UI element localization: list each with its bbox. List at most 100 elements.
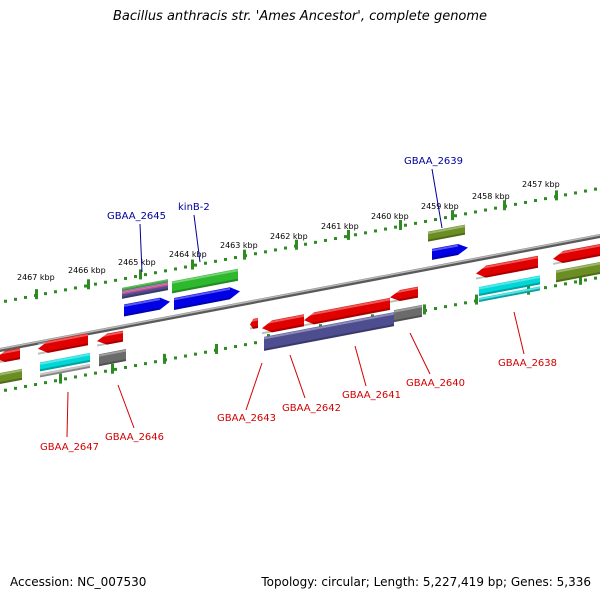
ruler-top-dot — [324, 238, 327, 242]
feature-kinb-2-green-shade — [171, 278, 239, 294]
feature-gbaa-2645-pink-shine — [121, 283, 169, 295]
ruler-top-tick — [399, 220, 402, 230]
gene-label: GBAA_2639 — [404, 156, 463, 167]
ruler-bottom-dot — [84, 373, 87, 377]
feature-gbaa-2646-red — [96, 330, 124, 347]
feature-gbaa-2640-gray-shade — [393, 314, 423, 323]
ruler-label: 2459 kbp — [421, 202, 459, 211]
ruler-forward — [4, 187, 597, 303]
feature-gbaa-2647-gray-shade — [39, 365, 91, 378]
ruler-top-dot — [64, 288, 67, 292]
feature-gbaa-2643-red-shade — [249, 325, 259, 330]
feature-gbaa-2647-cyan-shine — [39, 353, 91, 365]
feature-gbaa-2641-slate-shade — [263, 324, 395, 351]
ruler-bottom-dot — [454, 303, 457, 307]
feature-gbaa-2641-slate — [263, 312, 395, 351]
feature-gbaa-2645-blue — [123, 297, 170, 317]
ruler-top-dot — [444, 216, 447, 220]
feature-right-red-body — [553, 244, 600, 264]
feature-gbaa-2640-red-shade — [389, 295, 419, 303]
feature-kinb-2-blue — [173, 287, 240, 310]
ruler-top-dot — [534, 199, 537, 203]
feature-gbaa-2646-gray-body — [99, 349, 126, 367]
feature-gbaa-2643-red-body — [250, 317, 258, 329]
feature-gbaa-2641-red-shine — [303, 298, 391, 317]
ruler-top-dot — [514, 202, 517, 206]
ruler-bottom-dot — [114, 367, 117, 371]
feature-gbaa-2641-red-body — [304, 297, 390, 325]
feature-gbaa-2641-red-shade — [303, 307, 391, 327]
ruler-bottom-dot — [184, 354, 187, 358]
feature-gbaa-2643-red-shine — [249, 318, 259, 322]
feature-gbaa-2638-cyan-body — [479, 275, 540, 296]
feature-gbaa-2647-gray-body — [40, 363, 90, 378]
ruler-top-dot — [354, 233, 357, 237]
feature-gbaa-2638-cyan2 — [478, 286, 541, 302]
feature-gbaa-2645-blue-shade — [123, 307, 161, 317]
ruler-top-dot — [364, 231, 367, 235]
feature-gbaa-2647-red-body — [38, 333, 88, 353]
feature-right-red-shine — [552, 244, 600, 256]
ruler-top-dot — [104, 280, 107, 284]
gene-label: GBAA_2640 — [406, 378, 465, 389]
feature-gbaa-2642-red-shine — [261, 314, 305, 325]
ruler-bottom-dot — [94, 371, 97, 375]
feature-gbaa-2646-red-body — [97, 330, 123, 345]
ruler-bottom-dot — [234, 345, 237, 349]
feature-gbaa-2638-red-shade — [475, 265, 539, 280]
feature-gbaa-2642-red-body — [262, 314, 304, 333]
gene-leader-line — [409, 332, 431, 375]
ruler-top-dot — [224, 257, 227, 261]
ruler-bottom-dot — [4, 388, 7, 392]
ruler-bottom-dot — [254, 341, 257, 345]
feature-gbaa-2641-red — [303, 297, 391, 327]
feature-right-olive-body — [556, 261, 600, 283]
feature-right-olive — [555, 261, 600, 283]
ruler-bottom-tick — [215, 343, 218, 354]
ruler-label: 2464 kbp — [169, 250, 207, 259]
ruler-top-dot — [434, 218, 437, 222]
ruler-top-dot — [544, 197, 547, 201]
ruler-label: 2458 kbp — [472, 192, 510, 201]
gene-label: GBAA_2642 — [282, 403, 341, 414]
ruler-top-dot — [144, 273, 147, 277]
ruler-labels: 2467 kbp 2466 kbp 2465 kbp 2464 kbp 2463 kbp… — [17, 180, 560, 282]
ruler-bottom-dot — [544, 286, 547, 290]
feature-gbaa-2640-red-shine — [389, 287, 419, 295]
ruler-bottom-dot — [14, 386, 17, 390]
feature-gbaa-2638-cyan2-shade — [478, 288, 541, 302]
ruler-top-dot — [164, 269, 167, 273]
ruler-bottom-dot — [64, 377, 67, 381]
feature-gbaa-2638-cyan — [478, 275, 541, 296]
ruler-top-dot — [344, 235, 347, 239]
ruler-top-dot — [114, 278, 117, 282]
gene-leader-line — [66, 391, 69, 438]
ruler-bottom-dot — [124, 365, 127, 369]
ruler-bottom-dot — [444, 305, 447, 309]
ruler-top-dot — [524, 200, 527, 204]
gene-leader-line — [431, 168, 443, 229]
feature-gbaa-2638-cyan2-shine — [478, 286, 541, 301]
feature-gbaa-2645-pink-shade — [121, 284, 169, 295]
ruler-top-dot — [464, 212, 467, 216]
feature-gbaa-2647-red-shade — [37, 343, 89, 355]
ruler-top-dot — [384, 227, 387, 231]
ruler-bottom-tick — [423, 304, 426, 315]
ruler-top-dot — [584, 189, 587, 193]
ruler-bottom-dot — [584, 278, 587, 282]
ruler-top-dot — [284, 246, 287, 250]
ruler-top-dot — [414, 221, 417, 225]
feature-gbaa-2646-gray-shine — [98, 349, 127, 357]
ruler-top-dot — [154, 271, 157, 275]
ruler-bottom-dot — [174, 356, 177, 360]
feature-gbaa-2646-red-shine — [96, 331, 124, 339]
ruler-top-dot — [314, 240, 317, 244]
ruler-bottom-tick — [579, 274, 582, 285]
ruler-top-dot — [44, 292, 47, 296]
map-title: Bacillus anthracis str. 'Ames Ancestor',… — [112, 9, 488, 24]
ruler-bottom-dot — [74, 375, 77, 379]
feature-left-olive-shade — [0, 377, 23, 385]
ruler-top-tick — [191, 259, 194, 270]
ruler-bottom-dot — [104, 369, 107, 373]
ruler-top-dot — [174, 267, 177, 271]
